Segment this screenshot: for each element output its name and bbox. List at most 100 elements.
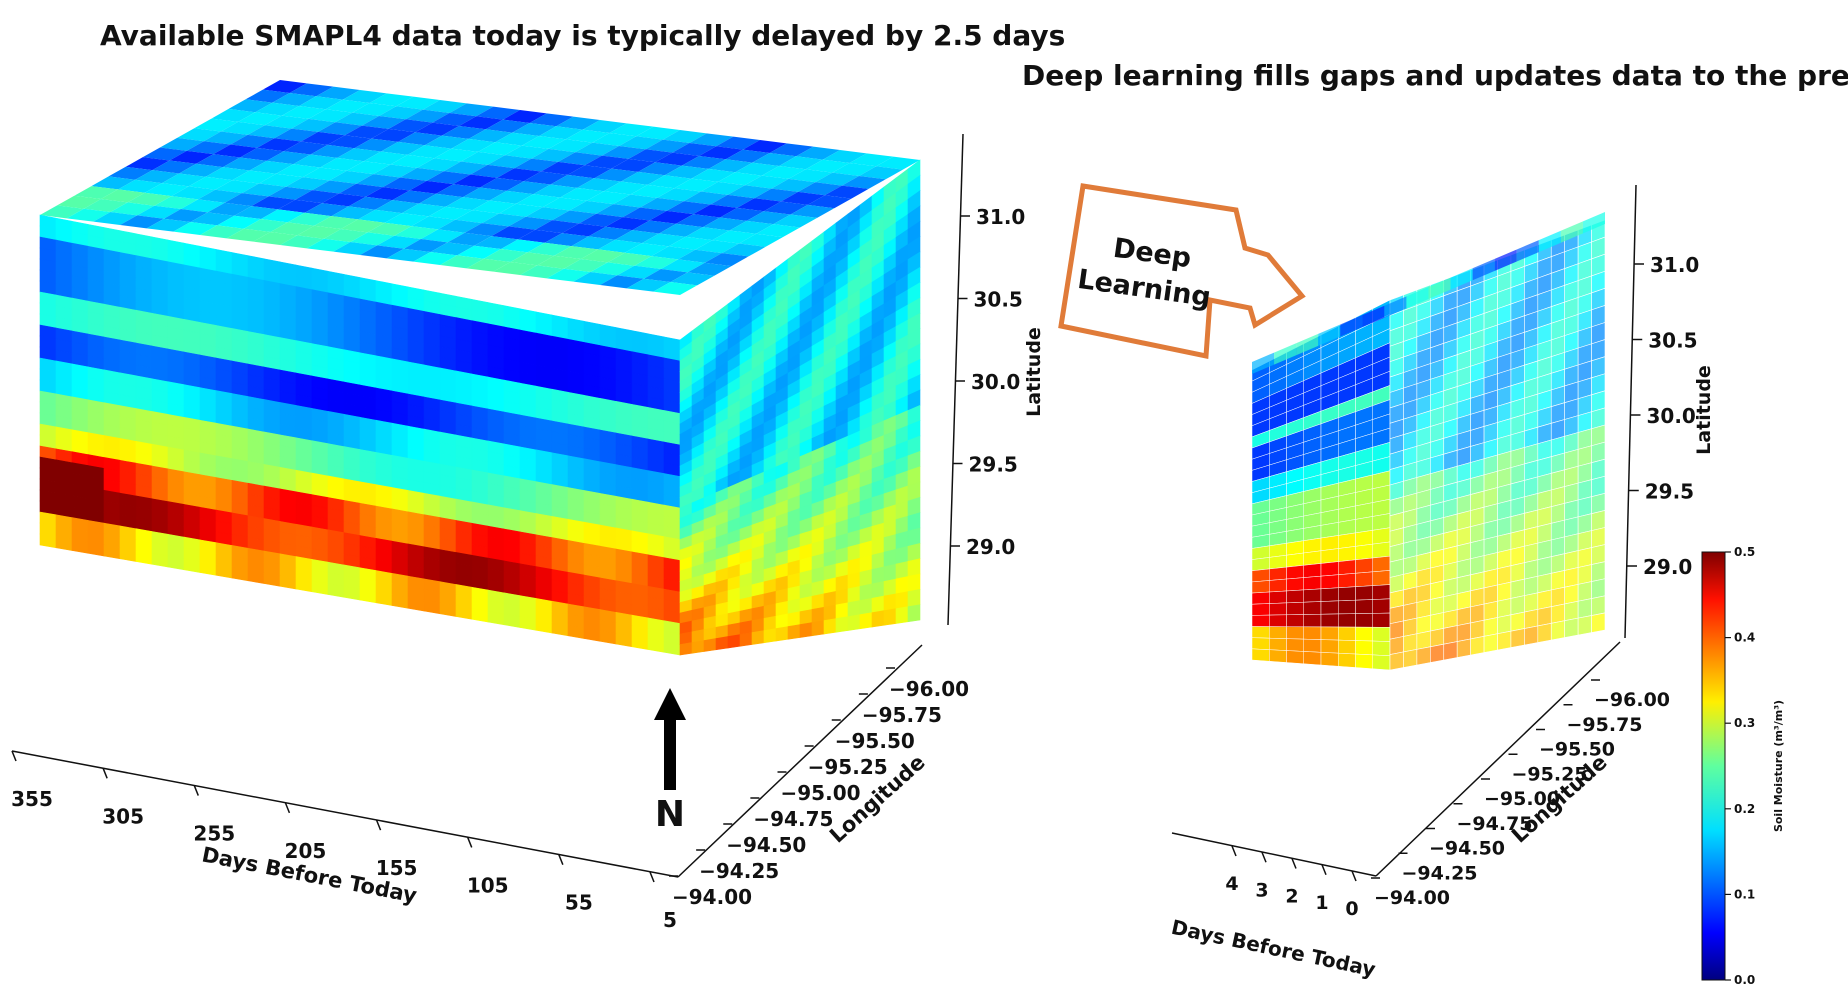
left-y-axis-line (677, 644, 923, 878)
right-top-voxel (1472, 258, 1495, 281)
right-side-voxel (1416, 646, 1431, 666)
left-top-voxel (779, 156, 823, 170)
right-side-voxel (1483, 568, 1498, 589)
left-top-voxel (283, 141, 328, 155)
right-side-voxel (1591, 561, 1606, 582)
left-top-voxel (729, 220, 774, 234)
left-top-voxel (232, 170, 277, 184)
left-top-voxel (510, 252, 555, 266)
left-top-voxel (390, 154, 435, 168)
left-top-voxel (125, 157, 170, 171)
left-side-voxel (679, 642, 693, 656)
right-top-voxel (1516, 240, 1539, 262)
left-top-voxel (531, 148, 576, 162)
left-side-voxel (703, 638, 717, 652)
left-top-voxel (291, 118, 336, 132)
left-top-voxel (807, 195, 852, 209)
left-top-voxel (552, 210, 597, 224)
right-front-voxel (1320, 535, 1339, 552)
left-top-voxel (335, 112, 380, 126)
right-front-voxel (1338, 559, 1356, 575)
right-front-voxel (1303, 651, 1322, 666)
right-side-voxel (1510, 595, 1525, 616)
right-y-tick-label: −94.25 (1402, 862, 1478, 884)
left-front-voxel (39, 533, 57, 549)
right-side-voxel (1510, 628, 1525, 648)
left-x-tick-mark (467, 837, 473, 848)
left-top-voxel (396, 96, 440, 110)
right-y-tick-label: −96.00 (1594, 689, 1670, 711)
right-front-voxel (1320, 613, 1339, 628)
right-side-voxel (1416, 599, 1431, 619)
left-top-voxel (455, 210, 500, 224)
left-top-voxel (215, 180, 260, 194)
left-y-tick-label: −94.50 (726, 833, 806, 857)
right-front-voxel (1269, 602, 1287, 616)
left-top-voxel (66, 208, 111, 222)
left-top-voxel (590, 262, 635, 276)
right-x-tick-mark (1261, 851, 1267, 863)
left-side-voxel (907, 604, 921, 623)
left-side-voxel (859, 569, 873, 587)
left-top-voxel (373, 164, 418, 178)
left-top-voxel (234, 206, 279, 220)
left-z-ticks: 31.0 30.5 30.0 29.5 29.0 (950, 205, 1025, 559)
left-top-voxel (664, 165, 709, 179)
left-side-voxel (799, 609, 813, 625)
left-side-voxel (871, 581, 885, 599)
left-top-voxel (502, 110, 547, 123)
left-side-voxel (859, 597, 873, 615)
right-y-tick-label: −94.50 (1429, 838, 1505, 860)
left-top-voxel (554, 246, 599, 260)
right-front-voxel (1269, 566, 1287, 581)
left-top-voxel (337, 148, 381, 162)
left-top-voxel (544, 233, 589, 247)
left-top-voxel (481, 213, 526, 227)
right-front-voxel (1372, 570, 1391, 586)
left-top-voxel (375, 200, 420, 214)
left-top-voxel (754, 188, 799, 202)
left-top-voxel (624, 243, 669, 257)
right-side-voxel (1389, 651, 1404, 671)
left-top-voxel (287, 212, 332, 226)
right-side-voxel (1497, 630, 1512, 651)
left-top-voxel (459, 116, 503, 130)
left-top-voxel (662, 130, 707, 143)
right-top-voxel (1494, 249, 1517, 271)
right-side-voxel (1443, 577, 1458, 598)
left-chart-title: Available SMAPL4 data today is typically… (100, 19, 1065, 52)
right-x-tick-mark (1321, 864, 1327, 876)
left-top-voxel (205, 167, 250, 181)
left-top-voxel (312, 180, 357, 194)
left-front-voxel (87, 541, 105, 557)
right-side-voxel (1537, 522, 1552, 544)
right-y-tick-label: −95.75 (1567, 714, 1643, 736)
left-top-voxel (310, 144, 355, 158)
right-front-voxel (1320, 561, 1339, 577)
left-top-voxel (407, 145, 452, 159)
left-top-voxel (247, 125, 292, 139)
left-top-voxel (281, 105, 326, 119)
right-top-voxel (1362, 305, 1385, 328)
left-side-voxel (739, 620, 753, 635)
right-x-tick-label: 3 (1255, 879, 1268, 901)
left-top-voxel (695, 240, 740, 254)
right-front-voxel (1303, 563, 1322, 578)
left-y-tick-label: −96.00 (889, 677, 969, 701)
left-top-voxel (299, 96, 343, 110)
left-z-tick-label: 29.0 (966, 535, 1015, 559)
left-side-voxel (799, 595, 813, 613)
left-top-voxel (302, 167, 347, 181)
right-side-voxel (1403, 649, 1418, 668)
right-front-voxel (1372, 598, 1391, 614)
right-side-voxel (1550, 586, 1565, 608)
right-front-voxel (1355, 543, 1373, 561)
left-top-voxel (487, 155, 532, 169)
right-side-voxel (1537, 539, 1552, 561)
right-side-voxel (1537, 606, 1552, 627)
left-side-voxel (847, 600, 861, 617)
right-front-voxel (1251, 648, 1270, 662)
left-side-voxel (895, 591, 909, 610)
left-top-voxel (596, 204, 640, 218)
